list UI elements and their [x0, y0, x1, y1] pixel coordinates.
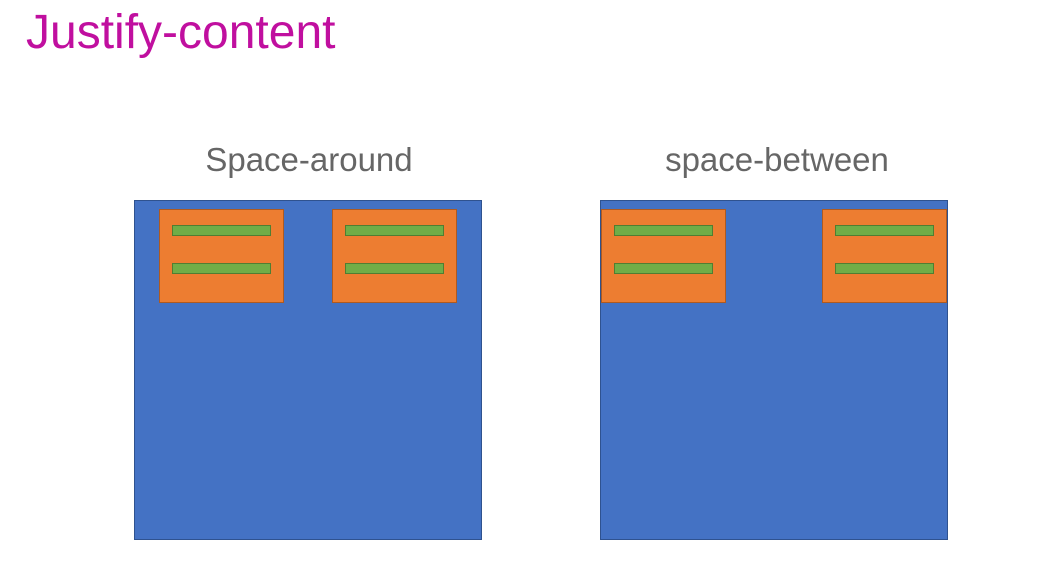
flex-item — [159, 209, 284, 303]
flex-item — [601, 209, 726, 303]
space-between-caption: space-between — [665, 141, 889, 178]
item-line — [172, 225, 271, 236]
slide-title: Justify-content — [26, 6, 336, 59]
item-line — [835, 225, 934, 236]
space-between-container — [600, 200, 948, 540]
space-around-container — [134, 200, 482, 540]
item-line — [614, 225, 713, 236]
item-line — [345, 263, 444, 274]
item-line — [345, 225, 444, 236]
flex-item — [822, 209, 947, 303]
item-line — [614, 263, 713, 274]
item-line — [172, 263, 271, 274]
flex-item — [332, 209, 457, 303]
space-around-caption: Space-around — [205, 141, 413, 178]
item-line — [835, 263, 934, 274]
